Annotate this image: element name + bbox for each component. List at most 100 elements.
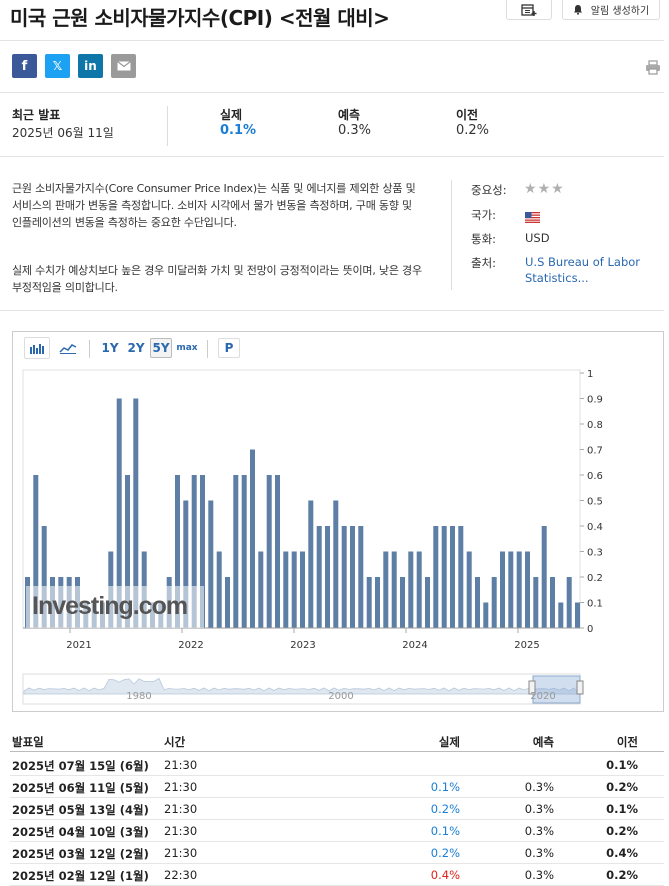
actual-cell: 0.1% bbox=[430, 780, 460, 794]
range-max-button[interactable]: max bbox=[176, 343, 198, 353]
add-to-calendar-button[interactable] bbox=[506, 0, 552, 20]
chart-bar bbox=[116, 398, 122, 628]
release-time-cell: 22:30 bbox=[164, 868, 198, 882]
chart-bar bbox=[533, 577, 539, 628]
navigator-left-handle bbox=[528, 680, 536, 695]
range-5y-button[interactable]: 5Y bbox=[150, 338, 172, 358]
actual-cell: 0.2% bbox=[430, 802, 460, 816]
chart-bar bbox=[216, 551, 222, 628]
currency-label: 통화: bbox=[471, 232, 497, 246]
x-tick-label: 2025 bbox=[514, 640, 539, 651]
chart-bar bbox=[291, 551, 297, 628]
table-row: 2025년 06월 11일 (5월) 21:30 0.1% 0.3% 0.2% bbox=[10, 776, 664, 798]
release-date-cell: 2025년 04월 10일 (3월) bbox=[12, 825, 149, 839]
chart-bar bbox=[350, 526, 355, 628]
row-divider bbox=[10, 863, 664, 864]
previous-cell: 0.2% bbox=[606, 780, 638, 794]
chart-bar bbox=[200, 475, 205, 628]
description-paragraph-2: 실제 수치가 예상치보다 높은 경우 미달러화 가치 및 전망이 긍정적이라는 … bbox=[12, 264, 422, 294]
table-row: 2025년 05월 13일 (4월) 21:30 0.2% 0.3% 0.1% bbox=[10, 798, 664, 820]
create-alert-label: 알림 생성하기 bbox=[590, 6, 650, 17]
print-chart-button[interactable]: P bbox=[218, 338, 240, 358]
chart-bar bbox=[258, 551, 264, 628]
y-tick-label: 0.7 bbox=[587, 446, 603, 457]
table-header-previous: 이전 bbox=[616, 735, 638, 749]
navigator-right-handle bbox=[576, 680, 584, 695]
divider bbox=[451, 180, 452, 290]
watermark-bg bbox=[26, 586, 204, 628]
chart-bar bbox=[566, 577, 572, 628]
actual-cell: 0.2% bbox=[430, 846, 460, 860]
chart-bar bbox=[125, 475, 130, 628]
previous-value: 0.2% bbox=[456, 123, 490, 138]
chart-bar bbox=[233, 475, 239, 628]
envelope-icon bbox=[116, 61, 131, 71]
forecast-cell: 0.3% bbox=[524, 868, 554, 882]
create-alert-button[interactable]: 알림 생성하기 bbox=[562, 0, 660, 20]
divider bbox=[207, 340, 208, 358]
linkedin-icon: in bbox=[84, 59, 97, 73]
importance-stars: ★★★ bbox=[524, 182, 565, 196]
table-header-divider bbox=[10, 751, 664, 752]
chart-bar bbox=[325, 526, 330, 628]
y-tick-label: 0.2 bbox=[587, 573, 603, 584]
forecast-cell: 0.3% bbox=[524, 802, 554, 816]
row-divider bbox=[10, 775, 664, 776]
chart-bar bbox=[266, 475, 272, 628]
email-share-button[interactable] bbox=[111, 54, 136, 78]
release-time-cell: 21:30 bbox=[164, 846, 198, 860]
x-tick-label: 2021 bbox=[66, 640, 91, 651]
chart-bar bbox=[275, 475, 280, 628]
chart-bar bbox=[366, 577, 372, 628]
area-chart-icon bbox=[59, 344, 77, 354]
forecast-cell: 0.3% bbox=[524, 780, 554, 794]
country-label: 국가: bbox=[471, 208, 497, 222]
source-label: 출처: bbox=[471, 256, 497, 270]
chart-bar bbox=[308, 500, 314, 628]
chart-bar bbox=[525, 551, 530, 628]
description-paragraph-1: 근원 소비자물가지수(Core Consumer Price Index)는 식… bbox=[12, 182, 416, 229]
previous-cell: 0.1% bbox=[606, 758, 638, 772]
line-chart-toggle[interactable] bbox=[55, 337, 81, 359]
source-link[interactable]: U.S Bureau of Labor Statistics... bbox=[525, 255, 640, 285]
star-icon: ★ bbox=[537, 181, 552, 197]
range-1y-button[interactable]: 1Y bbox=[101, 341, 119, 355]
actual-cell: 0.4% bbox=[430, 868, 460, 882]
calendar-add-icon bbox=[521, 3, 537, 16]
release-time-cell: 21:30 bbox=[164, 824, 198, 838]
bar-chart-toggle[interactable] bbox=[24, 337, 50, 359]
bar-chart-icon bbox=[30, 344, 44, 354]
chart-bar bbox=[458, 526, 464, 628]
table-row: 2025년 02월 12일 (1월) 22:30 0.4% 0.3% 0.2% bbox=[10, 864, 664, 886]
chart-bar bbox=[383, 551, 389, 628]
chart-bar bbox=[183, 500, 189, 628]
x-share-button[interactable]: 𝕏 bbox=[45, 54, 70, 78]
print-button[interactable] bbox=[645, 60, 661, 79]
chart-bar bbox=[133, 398, 139, 628]
actual-label: 실제 bbox=[220, 108, 243, 122]
range-2y-button[interactable]: 2Y bbox=[127, 341, 145, 355]
table-header-date: 발표일 bbox=[12, 735, 44, 749]
previous-label: 이전 bbox=[456, 108, 479, 122]
facebook-share-button[interactable]: f bbox=[12, 54, 37, 78]
previous-cell: 0.2% bbox=[606, 824, 638, 838]
chart-bar bbox=[208, 500, 214, 628]
navigator-tick-label: 2000 bbox=[328, 691, 353, 702]
row-divider bbox=[10, 797, 664, 798]
linkedin-share-button[interactable]: in bbox=[78, 54, 103, 78]
forecast-value: 0.3% bbox=[338, 123, 372, 138]
chart-bar bbox=[558, 602, 564, 628]
x-tick-label: 2022 bbox=[178, 640, 203, 651]
chart-bar bbox=[191, 475, 197, 628]
actual-cell: 0.1% bbox=[430, 824, 460, 838]
chart-bar bbox=[433, 526, 439, 628]
navigator-series bbox=[23, 677, 580, 695]
table-header-forecast: 예측 bbox=[532, 735, 554, 749]
bell-icon bbox=[573, 5, 582, 15]
previous-cell: 0.4% bbox=[606, 846, 638, 860]
chart-bar bbox=[425, 577, 430, 628]
navigator-tick-label: 1980 bbox=[126, 691, 151, 702]
table-row: 2025년 04월 10일 (3월) 21:30 0.1% 0.3% 0.2% bbox=[10, 820, 664, 842]
chart-bar bbox=[33, 475, 39, 628]
x-tick-label: 2023 bbox=[290, 640, 315, 651]
